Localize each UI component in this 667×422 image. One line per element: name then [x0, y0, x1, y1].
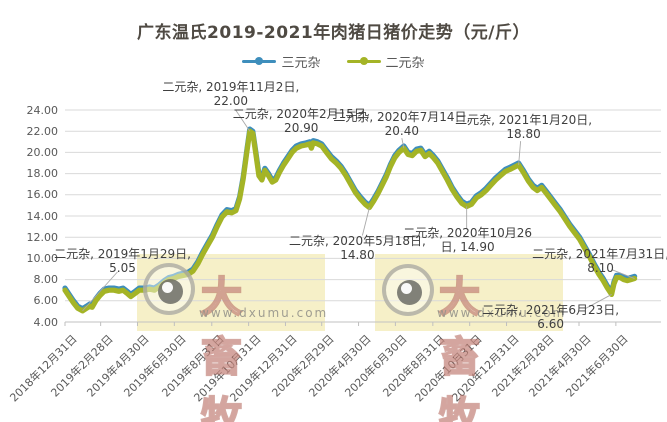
- annotation-text: 二元杂, 2021年6月23日,: [482, 303, 620, 318]
- legend-item-sanyuanza: 三元杂: [242, 52, 321, 71]
- annotation-text: 日, 14.90: [440, 240, 495, 255]
- annotation-text: 二元杂, 2020年5月18日,: [288, 233, 426, 248]
- legend-label-sanyuanza: 三元杂: [281, 56, 321, 71]
- annotation-leader-line: [585, 294, 612, 309]
- annotation-label: 二元杂, 2020年10月26 日, 14.90: [403, 226, 532, 254]
- annotation-label: 二元杂, 2021年7月31日, 8.10: [532, 247, 667, 275]
- annotation-text: 二元杂, 2021年1月20日,: [455, 113, 593, 128]
- y-tick-label: 18.00: [26, 167, 59, 181]
- legend-line-marker-eryuanza-icon: [346, 57, 381, 66]
- annotation-label: 二元杂, 2020年7月14日, 20.40: [333, 110, 470, 138]
- annotation-text: 二元杂, 2020年10月26: [403, 226, 533, 241]
- y-tick-label: 4.00: [33, 315, 59, 329]
- annotation-text: 8.10: [587, 260, 614, 275]
- annotation-text: 二元杂, 2019年11月2日,: [162, 80, 300, 95]
- annotation-leader-line: [235, 109, 251, 132]
- annotation-text: 6.60: [537, 317, 564, 332]
- y-tick-label: 20.00: [26, 145, 59, 159]
- annotation-leader-line: [361, 207, 370, 236]
- annotation-text: 20.90: [284, 120, 319, 135]
- legend-label-eryuanza: 二元杂: [385, 56, 425, 71]
- annotation-label: 二元杂, 2020年2月15日, 20.90: [233, 107, 370, 135]
- annotation-label: 二元杂, 2019年11月2日, 22.00: [162, 80, 299, 108]
- series-line-eryuanza: [62, 128, 638, 314]
- chart-title: 广东温氏2019-2021年肉猪日猪价走势（元/斤）: [137, 23, 530, 43]
- y-tick-label: 8.00: [33, 273, 59, 287]
- series-line-sanyuanza: [62, 126, 638, 312]
- annotation-label: 二元杂, 2021年1月20日, 18.80: [455, 113, 592, 141]
- y-tick-label: 6.00: [33, 294, 59, 308]
- y-tick-label: 24.00: [26, 103, 59, 117]
- legend-line-marker-sanyuanza-icon: [242, 57, 277, 66]
- annotation-leader-line: [518, 141, 522, 166]
- annotation-text: 14.80: [340, 247, 375, 262]
- annotation-leader-line: [82, 271, 118, 312]
- annotation-label: 二元杂, 2020年5月18日, 14.80: [289, 234, 426, 262]
- legend-item-eryuanza: 二元杂: [346, 52, 425, 71]
- y-tick-label: 16.00: [26, 188, 59, 202]
- annotation-text: 二元杂, 2021年7月31日,: [532, 246, 667, 261]
- annotation-text: 二元杂, 2020年2月15日,: [232, 106, 370, 121]
- annotation-leader-line: [401, 138, 405, 149]
- y-tick-label: 22.00: [26, 124, 59, 138]
- legend: 三元杂 二元杂: [0, 52, 667, 71]
- annotation-text: 5.05: [109, 260, 136, 275]
- annotation-text: 二元杂, 2020年7月14日,: [333, 110, 471, 125]
- annotation-text: 二元杂, 2019年1月29日,: [54, 246, 191, 261]
- annotation-label: 二元杂, 2021年6月23日, 6.60: [482, 303, 619, 331]
- annotation-text: 20.40: [384, 124, 420, 139]
- annotation-leader-line: [611, 269, 635, 279]
- y-tick-label: 14.00: [26, 209, 59, 223]
- annotation-label: 二元杂, 2019年1月29日, 5.05: [54, 247, 191, 275]
- y-tick-label: 12.00: [26, 230, 59, 244]
- annotation-text: 22.00: [213, 94, 248, 109]
- annotation-text: 18.80: [506, 127, 541, 142]
- y-tick-label: 10.00: [26, 251, 59, 265]
